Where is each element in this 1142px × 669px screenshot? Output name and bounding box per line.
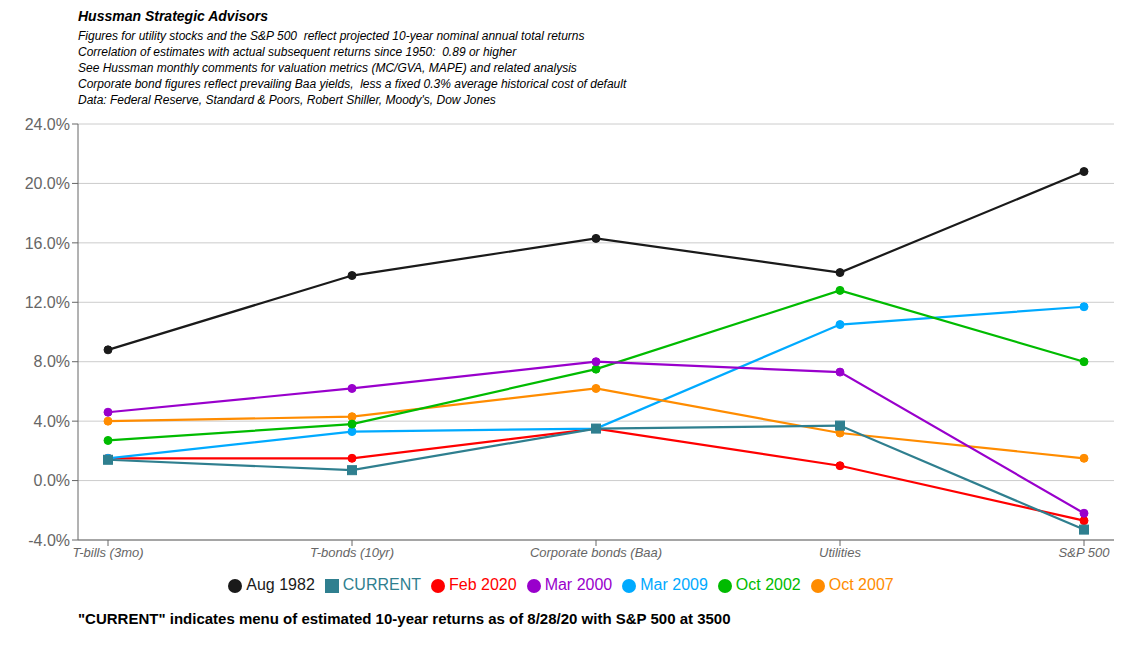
svg-text:8.0%: 8.0% [34,353,70,370]
svg-text:20.0%: 20.0% [25,175,70,192]
html-text:"CURRENT" indicates menu of es: "CURRENT" indicates menu of estimated 10… [78,610,731,627]
svg-text:0.0%: 0.0% [34,472,70,489]
svg-text:Utilities: Utilities [819,545,861,560]
svg-text:24.0%: 24.0% [25,116,70,133]
html-text:Figures for utility stocks and: Figures for utility stocks and the S&P 5… [78,29,585,43]
html-text:Data: Federal Reserve, Standar: Data: Federal Reserve, Standard & Poors,… [78,93,496,107]
html-text:Oct 2007: Oct 2007 [828,576,894,593]
html-text:Correlation of estimates with: Correlation of estimates with actual sub… [78,45,517,59]
html-text:Mar 2000: Mar 2000 [544,576,613,593]
svg-text:12.0%: 12.0% [25,294,70,311]
html-text:CURRENT: CURRENT [342,576,421,593]
html-text:Oct 2002: Oct 2002 [735,576,801,593]
html-text:Aug 1982: Aug 1982 [246,576,315,593]
html-text:Mar 2009: Mar 2009 [640,576,708,593]
html-text:Feb 2020: Feb 2020 [449,576,517,593]
svg-text:T-bonds (10yr): T-bonds (10yr) [310,545,394,560]
svg-text:T-bills (3mo): T-bills (3mo) [72,545,143,560]
svg-text:16.0%: 16.0% [25,235,70,252]
html-text:Hussman Strategic Advisors: Hussman Strategic Advisors [78,8,269,24]
svg-text:S&P 500: S&P 500 [1059,545,1111,560]
svg-text:4.0%: 4.0% [34,413,70,430]
svg-text:-4.0%: -4.0% [28,532,70,549]
svg-text:Corporate bonds (Baa): Corporate bonds (Baa) [530,545,662,560]
html-text:See Hussman monthly comments f: See Hussman monthly comments for valuati… [78,61,577,75]
html-text:Corporate bond figures reflect: Corporate bond figures reflect prevailin… [78,77,627,91]
